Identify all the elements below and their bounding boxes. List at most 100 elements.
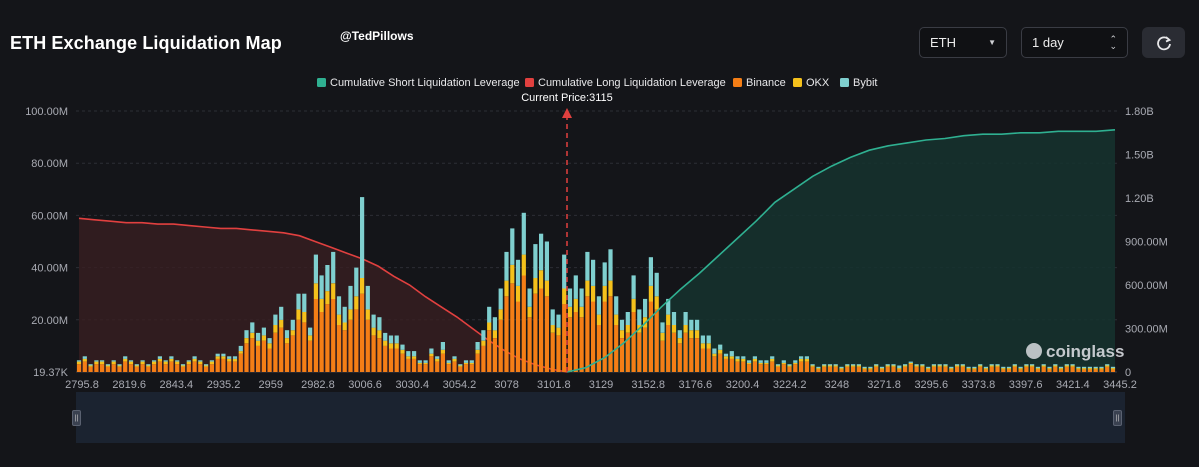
bar-bybit [804,356,809,359]
bar-bybit [591,259,596,286]
bar-okx [851,365,856,367]
x-tick-label: 2982.8 [301,379,335,391]
bar-okx [879,368,885,370]
bar-bybit [1012,364,1017,366]
zoom-handle-left[interactable]: || [72,410,81,426]
bar-bybit [960,364,965,366]
x-tick-label: 3152.8 [631,379,665,391]
bar-bybit [683,312,688,325]
bar-okx [527,306,532,318]
bar-okx [972,368,977,370]
bar-binance [498,319,503,372]
bar-bybit [729,351,734,357]
bar-bybit [758,360,763,363]
bar-bybit [377,317,382,331]
bar-bybit [186,360,191,362]
bar-okx [504,280,509,297]
refresh-button[interactable] [1142,27,1185,58]
bar-okx [111,361,116,365]
bar-bybit [175,360,180,362]
zoom-handle-right[interactable]: || [1113,410,1122,426]
symbol-select[interactable]: ETH ▼ [919,27,1007,58]
bar-okx [787,365,792,367]
bar-binance [186,364,191,372]
x-tick-label: 3421.4 [1056,379,1090,391]
bar-okx [82,358,87,362]
bar-bybit [394,335,399,344]
bar-binance [631,312,636,372]
bar-okx [371,327,376,336]
x-tick-label: 3271.8 [867,379,901,391]
bar-bybit [937,364,942,366]
bar-okx [660,332,665,341]
bar-okx [1058,368,1064,370]
bar-okx [579,306,584,318]
bar-bybit [914,364,919,366]
bar-bybit [712,348,717,354]
short-cumulative-line [566,129,1116,373]
period-select[interactable]: 1 day ⌃ ⌄ [1021,27,1128,58]
bar-bybit [1047,366,1052,369]
bar-okx [764,362,769,365]
bar-okx [856,365,861,367]
bar-bybit [412,351,417,357]
bar-bybit [718,344,723,350]
bar-binance [937,366,942,372]
bar-bybit [585,251,590,281]
bar-okx [204,365,209,367]
bar-bybit [770,356,775,359]
x-tick-label: 3078 [494,379,518,391]
coinglass-wordmark: coinglass [1046,342,1124,361]
bar-bybit [799,356,804,359]
bar-bybit [244,330,249,338]
bar-binance [244,343,249,372]
bar-binance [273,332,278,372]
bar-okx [1030,365,1035,367]
bar-bybit [619,319,625,331]
bar-binance [267,348,272,372]
legend-label: Bybit [853,77,877,89]
bar-okx [256,340,261,346]
bar-okx [683,325,688,333]
bar-binance [458,366,463,372]
bar-bybit [862,366,867,369]
bar-okx [267,343,272,349]
x-tick-label: 3030.4 [395,379,429,391]
bar-okx [377,330,382,338]
bar-binance [365,319,370,372]
bar-okx [943,365,948,367]
bar-binance [157,361,162,372]
bar-binance [978,366,983,372]
bar-okx [227,358,232,362]
bar-binance [204,366,209,372]
bar-okx [146,365,151,367]
bar-bybit [463,360,469,363]
bar-binance [1024,366,1029,372]
bar-bybit [88,364,93,366]
bar-okx [1041,365,1046,367]
zoom-slider-track[interactable] [76,392,1125,443]
legend-label: Binance [746,77,786,89]
bar-okx [463,362,469,365]
bar-binance [585,296,590,372]
bar-binance [741,361,746,372]
bar-bybit [1099,366,1104,369]
bar-binance [308,340,313,372]
bar-binance [250,338,255,372]
bar-binance [874,366,879,372]
bar-bybit [1082,366,1087,369]
bar-bybit [706,335,711,344]
bar-okx [1093,368,1098,370]
bar-bybit [851,364,856,366]
bar-okx [539,270,544,289]
bar-okx [920,365,925,367]
bar-binance [221,358,226,372]
bar-binance [238,353,243,372]
bar-bybit [533,244,538,278]
bar-bybit [775,364,781,366]
bar-okx [302,312,307,323]
bar-okx [354,296,359,310]
bar-okx [342,322,347,331]
bar-bybit [284,330,290,338]
bar-bybit [452,356,457,359]
